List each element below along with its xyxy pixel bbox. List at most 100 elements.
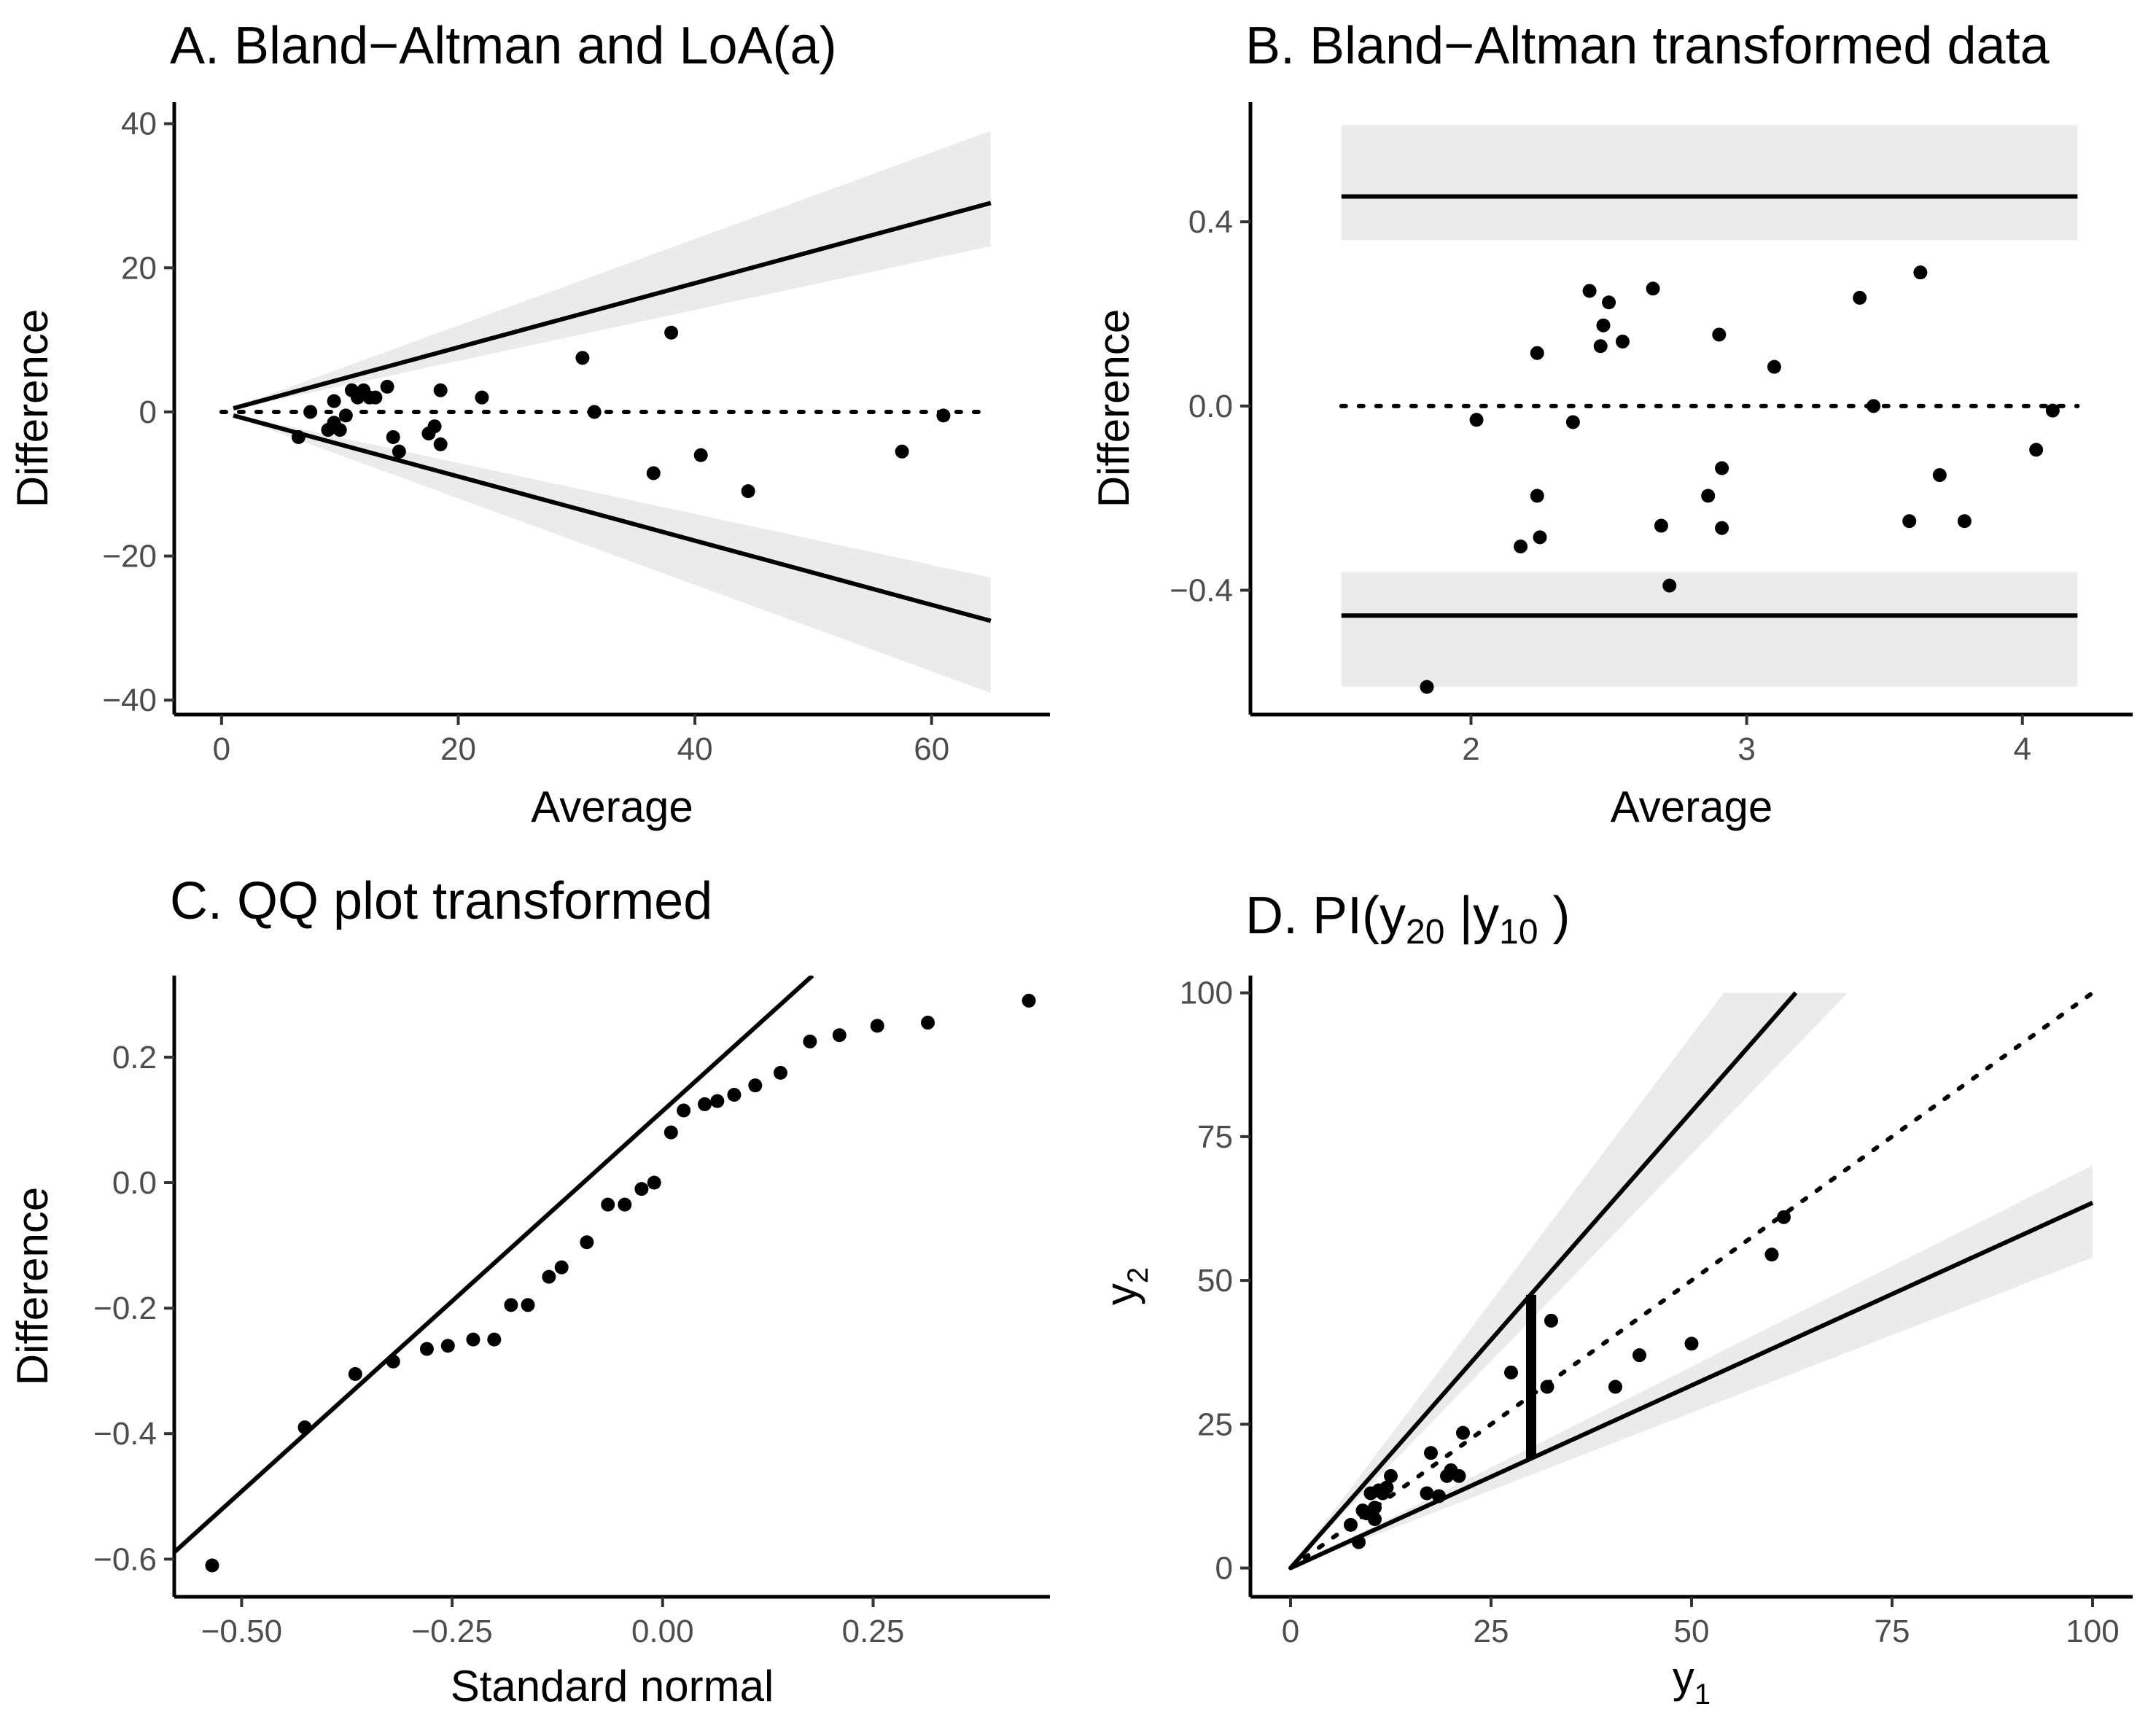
panel-title: D. PI(y20 |y10 ) [1245,887,1571,952]
limit-line-0 [1288,991,1798,1570]
title-segment: ) [1538,887,1571,945]
data-point [1646,281,1660,296]
y-tick-label: −0.4 [93,1416,157,1452]
confidence-band-1 [221,411,991,693]
data-point [1715,521,1729,535]
data-point [303,405,318,419]
data-point [427,419,442,434]
data-point [1384,1468,1398,1483]
confidence-band-1 [1341,572,2078,688]
data-point [1602,295,1616,310]
x-tick-label: −0.25 [411,1614,492,1649]
data-point [663,1125,678,1140]
data-point [1379,1480,1394,1495]
data-point [1021,993,1036,1008]
data-point [921,1016,935,1030]
x-tick-label: 0.00 [631,1614,694,1649]
data-point [368,390,383,405]
data-point [1932,468,1947,483]
y-tick-label: 40 [121,106,157,142]
y-tick-label: 75 [1197,1119,1233,1155]
data-point [1420,680,1434,694]
data-point [1596,318,1611,332]
x-tick-label: 0 [213,731,230,767]
data-point [1469,413,1484,427]
data-point [1902,514,1917,529]
data-point [1514,539,1528,553]
y-tick-label: 0.2 [112,1040,157,1075]
confidence-band-0 [1341,125,2078,241]
y-axis-title-main: y [1097,1283,1145,1305]
data-point [380,379,394,394]
data-point [440,1339,455,1353]
data-point [803,1034,817,1048]
data-point [748,1078,763,1093]
data-point [1533,530,1547,545]
data-point [773,1065,787,1080]
data-point [2029,443,2044,457]
data-point [1504,1365,1518,1380]
data-point [1684,1336,1699,1351]
data-point [936,408,951,423]
data-point [1957,514,1972,529]
data-point [504,1298,518,1312]
data-point [487,1332,502,1347]
y-tick-label: −40 [102,682,157,718]
data-point [1712,327,1727,342]
x-tick-label: 50 [1674,1614,1710,1649]
y-axis-title: Difference [8,309,57,507]
y-tick-label: 25 [1197,1406,1233,1442]
limit-line-1 [233,413,992,623]
y-axis-title: Difference [1089,309,1138,507]
data-point [2045,403,2060,418]
panel-c: −0.50 −0.25 0.00 0.25 −0.6 −0.4 −0.2 0.0 0.2 C. Q… [8,872,1050,1711]
data-point [634,1182,649,1197]
y-tick-label: 20 [121,250,157,286]
data-point [386,1354,400,1369]
y-tick-label: 0.0 [112,1165,157,1201]
data-point [433,383,448,397]
x-axis-title-subscript: 1 [1694,1678,1711,1711]
data-point [1344,1517,1358,1532]
data-point [1853,290,1867,305]
data-point [1764,1248,1779,1262]
y-axis-title: y2 [1097,1267,1154,1305]
data-point [647,1175,661,1190]
x-tick-label: 2 [1462,731,1479,767]
data-point [521,1298,535,1312]
reference-dotted-line [1288,990,2095,1571]
y-tick-label: −0.4 [1170,572,1233,608]
data-point [542,1269,556,1284]
data-point [1544,1313,1558,1328]
y-axis-title-subscript: 2 [1122,1267,1154,1283]
data-point [1424,1446,1438,1460]
data-point [1593,339,1608,354]
data-point [664,325,679,340]
data-point [1582,284,1597,298]
x-tick-label: 0 [1282,1614,1299,1649]
data-point [1662,578,1677,593]
x-tick-label: 60 [914,731,949,767]
x-tick-label: 0.25 [842,1614,905,1649]
data-point [575,351,590,365]
x-tick-label: 4 [2014,731,2031,767]
data-point [580,1235,594,1250]
title-subscript: 20 [1406,913,1444,952]
data-point [297,1420,312,1435]
panel-a: 0 20 40 60 −40 −20 0 20 40 A. Bland−Altman and Lo… [8,17,1050,831]
y-tick-label: 0.0 [1188,389,1233,424]
limit-line-0 [174,976,814,1555]
data-point [727,1088,742,1102]
data-point [338,408,353,423]
plot-area [174,976,1036,1573]
data-point [1632,1348,1646,1363]
x-tick-label: −0.50 [201,1614,282,1649]
limit-line-0 [233,201,992,411]
data-point [895,444,909,459]
x-tick-label: 40 [677,731,713,767]
data-point [1701,489,1716,503]
data-point [392,444,406,459]
data-point [677,1103,691,1118]
